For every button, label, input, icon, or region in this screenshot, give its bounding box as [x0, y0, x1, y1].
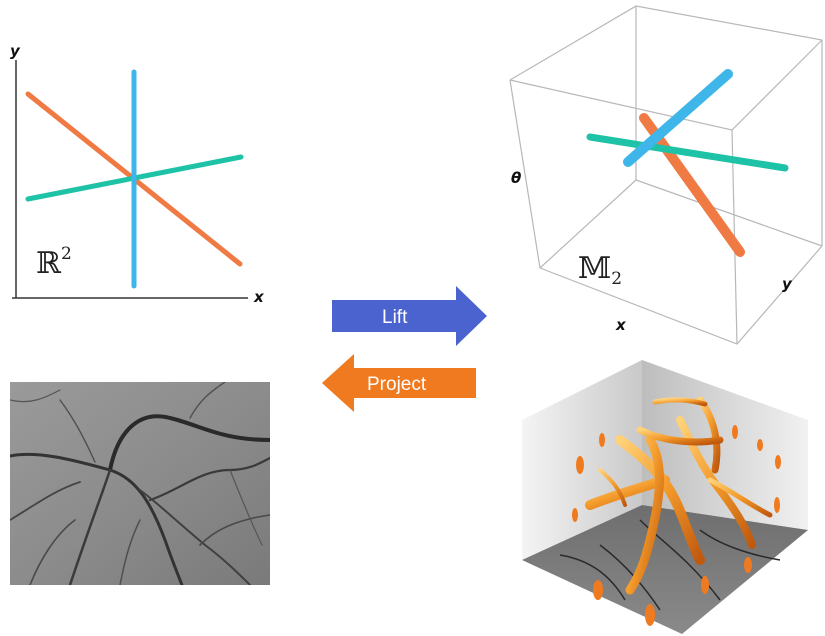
volume-tubes	[585, 396, 773, 595]
m2-x-axis-label: x	[615, 316, 627, 334]
project-arrow-shape[interactable]	[322, 354, 476, 412]
cube-wireframe	[509, 5, 823, 345]
r2-x-axis-label: x	[253, 288, 265, 306]
volume-right-wall	[642, 360, 808, 530]
project-arrow-label: Project	[367, 374, 427, 395]
m2-line-cyan	[623, 69, 733, 167]
r2-y-axis-label: y	[10, 42, 21, 60]
m2-space-label: 𝕄2	[578, 251, 622, 289]
r2-axes	[12, 60, 248, 299]
m2-theta-label: θ	[511, 169, 521, 187]
m2-y-axis-label: y	[782, 275, 793, 293]
lift-arrow-shape[interactable]	[332, 286, 487, 346]
volume-floor	[522, 505, 808, 634]
m2-line-teal	[586, 133, 789, 172]
r2-space-label: ℝ2	[36, 244, 72, 281]
lift-arrow-label: Lift	[382, 307, 408, 328]
